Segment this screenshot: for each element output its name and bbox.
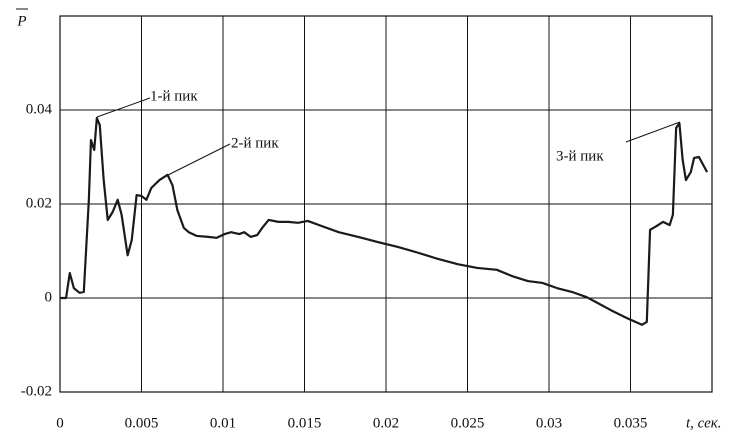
annotation-pointer: [625, 121, 681, 143]
y-tick-label: 0: [45, 289, 53, 305]
x-tick-label: 0.02: [373, 415, 399, 431]
x-tick-label: 0.01: [210, 415, 236, 431]
annotation-pointer: [167, 143, 231, 176]
annotation: 1-й пик: [150, 88, 198, 104]
annotation-pointer: [96, 97, 151, 118]
y-tick-label: -0.02: [21, 383, 52, 399]
annotation: 3-й пик: [556, 148, 604, 164]
x-tick-label: 0.025: [451, 415, 485, 431]
x-tick-label: 0: [56, 415, 64, 431]
x-axis-label: t, сек.: [686, 415, 722, 431]
x-tick-label: 0.005: [125, 415, 159, 431]
y-tick-label: 0.02: [26, 195, 52, 211]
x-tick-label: 0.03: [536, 415, 562, 431]
x-tick-label: 0.035: [614, 415, 648, 431]
y-tick-label: 0.04: [26, 101, 53, 117]
x-tick-label: 0.015: [288, 415, 322, 431]
data-line: [60, 116, 709, 326]
annotation: 2-й пик: [231, 135, 279, 151]
y-axis-label: P: [16, 13, 26, 29]
